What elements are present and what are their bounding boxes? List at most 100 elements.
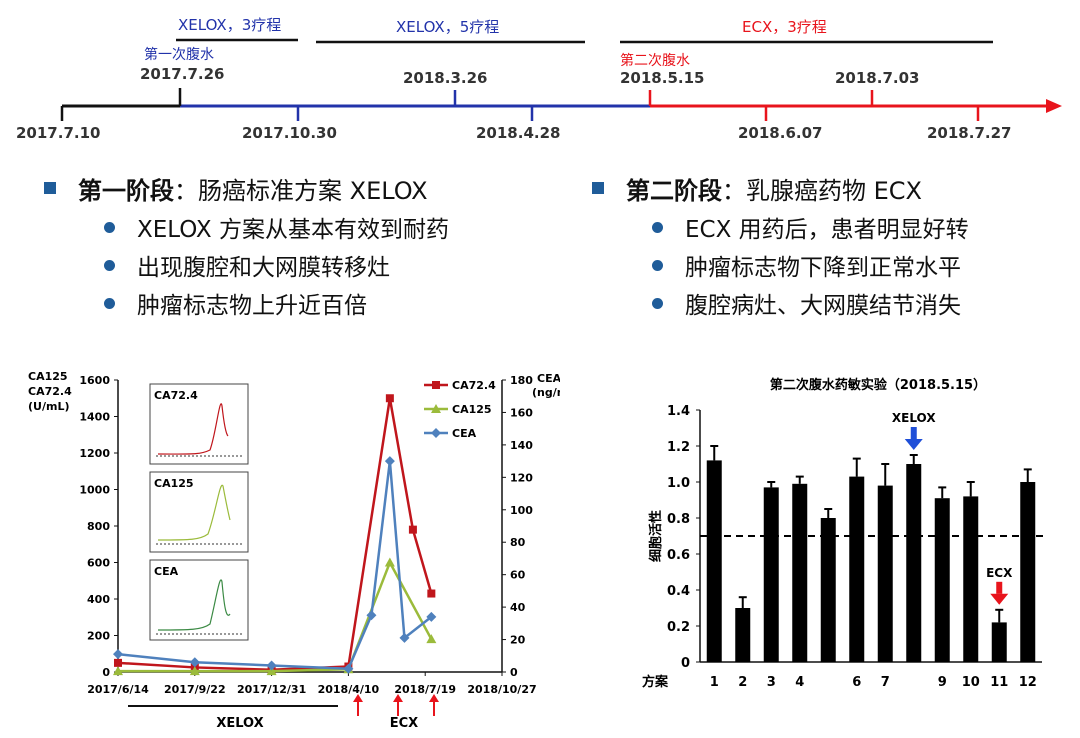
data-point-diamond <box>343 663 354 674</box>
annotation-xelox: XELOX <box>892 411 936 450</box>
legend-entry: CA125 <box>424 403 492 416</box>
x-axis-label: 方案 <box>642 674 669 690</box>
regimen-label-ecx-3: ECX，3疗程 <box>742 18 827 36</box>
annotation-label: ECX <box>986 566 1013 580</box>
stage2-item-text: 腹腔病灶、大网膜结节消失 <box>685 293 961 319</box>
event-label-first-ascites: 第一次腹水 <box>144 47 214 63</box>
annotation-ecx: ECX <box>986 566 1013 605</box>
event-date-first-ascites: 2017.7.26 <box>140 65 225 83</box>
stage2-heading: 第二阶段 ：乳腺癌药物 ECX <box>592 168 969 208</box>
annotation-label: XELOX <box>892 411 936 425</box>
bar <box>735 608 751 662</box>
treatment-arrow-icon <box>353 694 363 702</box>
inset-panel: CA125 <box>149 471 249 553</box>
series-line <box>118 559 433 673</box>
bar-group: 11 <box>990 608 1008 690</box>
inset-frame <box>149 559 249 641</box>
bar <box>1020 482 1036 662</box>
y-tick-label: 0.8 <box>667 512 690 527</box>
data-point-square <box>114 658 122 667</box>
tumor-marker-line-chart: CA125CA72.4(U/mL)CEA(ng/mL)0200400600800… <box>28 370 560 731</box>
data-point-diamond <box>431 428 441 438</box>
stage2-title: 第二阶段 <box>626 176 722 205</box>
y-axis-label: 细胞活性 <box>648 510 664 562</box>
timeline-arrowhead <box>1046 99 1062 113</box>
bar <box>849 476 865 662</box>
inset-curve <box>157 484 231 541</box>
inset-panel: CEA <box>149 559 249 641</box>
treatment-arrow-icon <box>393 694 403 702</box>
annotation-arrow-shaft <box>910 427 917 439</box>
regimen-label-xelox-3: XELOX，3疗程 <box>178 16 282 34</box>
stage1-item-text: 肿瘤标志物上升近百倍 <box>137 293 367 319</box>
y-tick-label: 1600 <box>79 374 110 387</box>
bar <box>963 496 979 662</box>
y2-tick-label: 160 <box>510 406 533 419</box>
data-point-triangle <box>113 666 123 676</box>
y-axis-label: CA72.4 <box>28 385 72 398</box>
y-tick-label: 200 <box>87 630 110 643</box>
xelox-period-label: XELOX <box>216 716 263 731</box>
stage2-item-text: ECX 用药后，患者明显好转 <box>685 217 969 243</box>
bar-group: 12 <box>1019 468 1037 690</box>
event-date-second-ascites: 2018.5.15 <box>620 69 705 87</box>
date-label-below: 2018.6.07 <box>738 124 823 142</box>
x-tick-label: 11 <box>990 675 1008 690</box>
y-tick-label: 800 <box>87 520 110 533</box>
bar-group: 7 <box>877 463 893 690</box>
date-label-below: 2017.7.10 <box>16 124 101 142</box>
series-line <box>117 460 433 671</box>
y2-tick-label: 60 <box>510 569 526 582</box>
bar <box>763 487 779 662</box>
stage2-item: ECX 用药后，患者明显好转 <box>652 208 969 246</box>
inset-label: CA72.4 <box>154 389 198 402</box>
y-axis-label: (U/mL) <box>28 400 69 413</box>
legend-label: CA125 <box>452 403 492 416</box>
data-point-square <box>408 525 417 534</box>
stage1-item-text: 出现腹腔和大网膜转移灶 <box>137 255 390 281</box>
data-point-triangle <box>384 557 395 567</box>
x-tick-label: 12 <box>1019 675 1037 690</box>
x-tick-label: 9 <box>938 675 947 690</box>
legend-label: CA72.4 <box>452 379 496 392</box>
drug-sensitivity-bar-chart: 第二次腹水药敏实验（2018.5.15） 0 0.2 0.4 0.6 0.8 1.0 1.2 1… <box>642 377 1048 690</box>
y-tick-label: 400 <box>87 593 110 606</box>
legend-entry: CEA <box>424 427 477 440</box>
data-point-diamond <box>189 657 200 668</box>
x-tick-label: 2 <box>738 675 747 690</box>
y2-tick-label: 0 <box>510 666 518 679</box>
data-point-diamond <box>426 611 437 622</box>
inset-panel: CA72.4 <box>149 383 249 465</box>
y-tick-label: 0 <box>681 656 690 671</box>
series-CEA <box>113 456 437 674</box>
x-tick-label: 7 <box>881 675 890 690</box>
bar-group <box>906 454 922 662</box>
y2-tick-label: 140 <box>510 439 533 452</box>
regimen-label-xelox-5: XELOX，5疗程 <box>396 18 500 36</box>
bar-group: 10 <box>962 481 980 690</box>
x-tick-label: 2017/12/31 <box>237 683 306 696</box>
y-tick-label: 1.4 <box>667 404 690 419</box>
circle-bullet-icon <box>652 297 663 309</box>
stage2-item-text: 肿瘤标志物下降到正常水平 <box>685 255 961 281</box>
data-point-diamond <box>399 632 410 643</box>
stage2-item: 腹腔病灶、大网膜结节消失 <box>652 284 969 322</box>
treatment-arrow-icon <box>429 694 439 702</box>
y-tick-label: 0 <box>102 666 110 679</box>
bar-group: 9 <box>934 486 950 690</box>
y-tick-label: 0.6 <box>667 548 690 563</box>
bar <box>792 483 808 662</box>
legend-entry: CA72.4 <box>424 379 496 392</box>
circle-bullet-icon <box>104 221 115 233</box>
stage1-desc: ：肠癌标准方案 XELOX <box>174 176 428 205</box>
inset-label: CEA <box>154 565 179 578</box>
series-CA125 <box>113 557 437 676</box>
data-point-diamond <box>113 649 123 660</box>
x-tick-label: 4 <box>795 675 804 690</box>
x-tick-label: 10 <box>962 675 980 690</box>
x-tick-label: 3 <box>767 675 776 690</box>
legend-label: CEA <box>452 427 477 440</box>
stage1-item: 肿瘤标志物上升近百倍 <box>104 284 449 322</box>
x-tick-label: 2018/10/27 <box>467 683 536 696</box>
x-tick-label: 2017/6/14 <box>87 683 149 696</box>
